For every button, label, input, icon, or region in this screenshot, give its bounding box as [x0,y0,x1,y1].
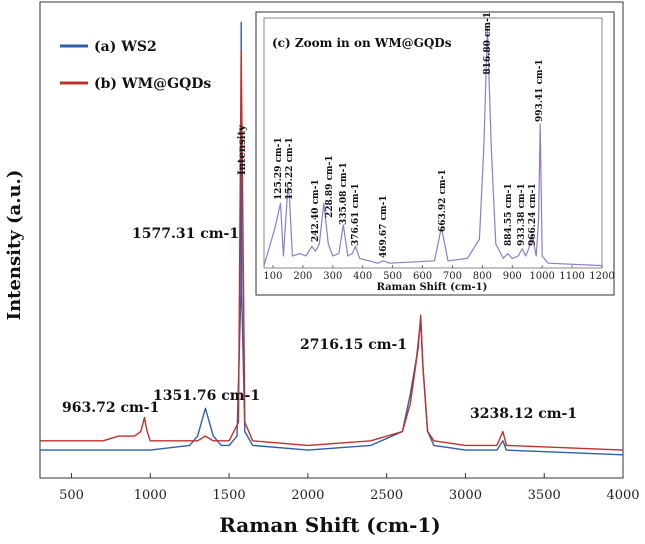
inset-x-tick-label: 500 [383,271,402,282]
main-plot-frame [39,1,624,479]
main-x-tick-label: 3500 [528,488,561,503]
inset-peak-labels: 125.29 cm-1 155.22 cm-1 242.40 cm-1 228.89 … [274,12,545,258]
inset-peak-label: 469.67 cm-1 [379,195,389,258]
main-x-axis-title: Raman Shift (cm-1) [219,513,441,537]
inset-plot-area [263,17,603,269]
inset-panel: 100 200 300 400 500 600 700 800 900 1000 1100 1200 … [237,11,615,296]
inset-peak-label: 966.24 cm-1 [528,183,538,246]
inset-peak-label: 228.89 cm-1 [325,155,335,218]
inset-peak-label: 376.61 cm-1 [351,183,361,246]
peak-label-1351: 1351.76 cm-1 [153,388,260,404]
main-x-ticks: 500 1000 1500 2000 2500 3000 3500 4000 [59,473,640,503]
legend: (a) WS2 (b) WM@GQDs [60,39,211,92]
main-series-line-0 [40,21,624,456]
inset-peak-label: 993.41 cm-1 [535,59,545,122]
main-series-group [40,21,624,456]
peak-label-3238: 3238.12 cm-1 [470,406,577,422]
inset-x-tick-label: 800 [473,271,492,282]
main-x-tick-label: 500 [59,488,84,503]
inset-x-tick-label: 1200 [589,271,614,282]
inset-peak-label: 933.38 cm-1 [517,183,527,246]
main-x-tick-label: 2500 [370,488,403,503]
inset-peak-label: 242.40 cm-1 [311,179,321,242]
inset-peak-label: 335.08 cm-1 [339,162,349,225]
inset-series-line-0 [263,27,603,267]
legend-label-ws2: (a) WS2 [94,39,157,55]
inset-x-ticks: 100 200 300 400 500 600 700 800 900 1000 1100 1200 [263,265,615,282]
main-y-axis-title: Intensity (a.u.) [4,170,25,321]
inset-series-group [263,27,603,267]
inset-peak-label: 663.92 cm-1 [438,169,448,232]
inset-peak-label: 155.22 cm-1 [285,137,295,200]
inset-peak-label: 125.29 cm-1 [274,137,284,200]
main-x-tick-label: 1000 [134,488,167,503]
inset-x-axis-title: Raman Shift (cm-1) [377,282,488,293]
inset-x-tick-label: 1000 [529,271,554,282]
main-x-tick-label: 2000 [291,488,324,503]
main-x-tick-label: 3000 [449,488,482,503]
inset-x-tick-label: 600 [413,271,432,282]
peak-label-2716: 2716.15 cm-1 [300,337,407,353]
peak-label-963: 963.72 cm-1 [62,400,159,416]
inset-x-tick-label: 1100 [559,271,584,282]
inset-peak-label: 816.80 cm-1 [483,12,493,75]
main-x-tick-label: 1500 [213,488,246,503]
main-x-tick-label: 4000 [606,488,639,503]
inset-y-axis-title: Intensity [237,124,248,175]
inset-x-tick-label: 200 [293,271,312,282]
inset-x-tick-label: 700 [443,271,462,282]
inset-x-tick-label: 100 [263,271,282,282]
inset-title: (c) Zoom in on WM@GQDs [272,36,452,50]
main-series-line-1 [40,49,624,451]
inset-x-tick-label: 900 [503,271,522,282]
inset-peak-label: 884.55 cm-1 [504,183,514,246]
inset-frame [255,11,615,296]
legend-label-wm-gqds: (b) WM@GQDs [94,76,211,92]
peak-label-1577: 1577.31 cm-1 [132,226,239,242]
inset-x-tick-label: 400 [353,271,372,282]
inset-x-tick-label: 300 [323,271,342,282]
